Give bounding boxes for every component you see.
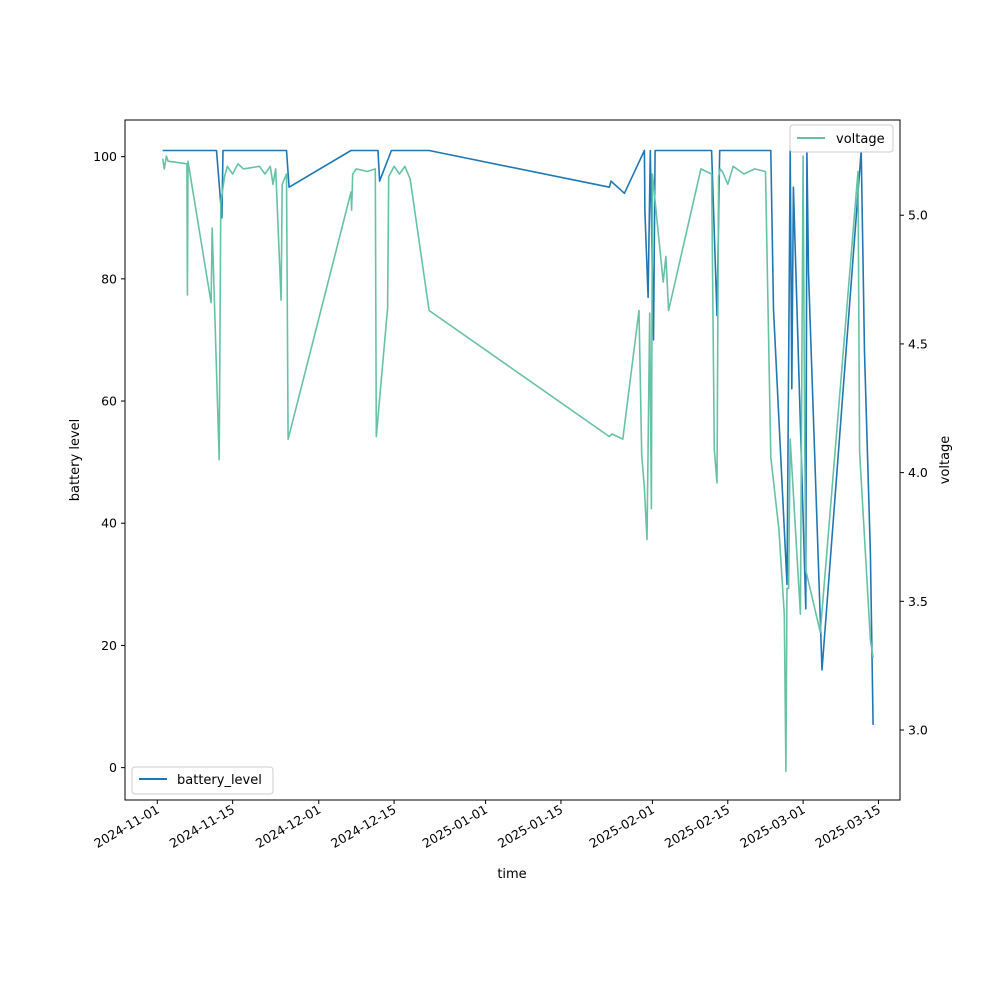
right-tick-label: 5.0 (908, 208, 928, 223)
left-tick-label: 80 (101, 271, 117, 286)
x-tick-label: 2025-02-01 (587, 802, 657, 851)
legend-battery-level: battery_level (131, 766, 274, 795)
x-tick-label: 2025-01-01 (420, 802, 490, 851)
left-tick-label: 100 (93, 149, 117, 164)
x-axis-label: time (497, 867, 526, 882)
right-tick-label: 4.0 (908, 465, 928, 480)
left-tick-label: 0 (109, 760, 117, 775)
left-y-axis-label: battery level (68, 419, 83, 502)
plot-area (125, 120, 900, 800)
legend-voltage: voltage (789, 124, 894, 153)
x-tick-label: 2024-12-01 (253, 802, 323, 851)
x-tick-label: 2025-03-01 (737, 802, 807, 851)
legend-voltage-box (789, 124, 894, 153)
legend-battery-level-label: battery_level (177, 773, 262, 788)
x-tick-label: 2025-02-15 (662, 802, 732, 851)
right-y-axis: 3.0 3.5 4.0 4.5 5.0 (900, 208, 928, 737)
left-y-axis: 0 20 40 60 80 100 (93, 149, 125, 775)
series-line-voltage (161, 155, 874, 773)
x-tick-label: 2024-11-01 (91, 802, 161, 851)
x-tick-label: 2025-01-15 (495, 802, 565, 851)
x-axis: 2024-11-01 2024-11-15 2024-12-01 2024-12-15… (91, 800, 883, 851)
plot-border (124, 119, 901, 801)
left-tick-label: 60 (101, 394, 117, 409)
right-tick-label: 3.5 (908, 594, 928, 609)
right-tick-label: 4.5 (908, 336, 928, 351)
x-tick-label: 2024-12-15 (328, 802, 398, 851)
x-tick-label: 2024-11-15 (167, 802, 237, 851)
plot-frame (125, 120, 900, 800)
left-tick-label: 40 (101, 516, 117, 531)
right-tick-label: 3.0 (908, 722, 928, 737)
left-tick-label: 20 (101, 638, 117, 653)
x-tick-label: 2025-03-15 (813, 802, 883, 851)
legend-voltage-label: voltage (836, 132, 885, 147)
legend-battery-level-box (131, 766, 274, 795)
right-y-axis-label: voltage (938, 436, 953, 485)
